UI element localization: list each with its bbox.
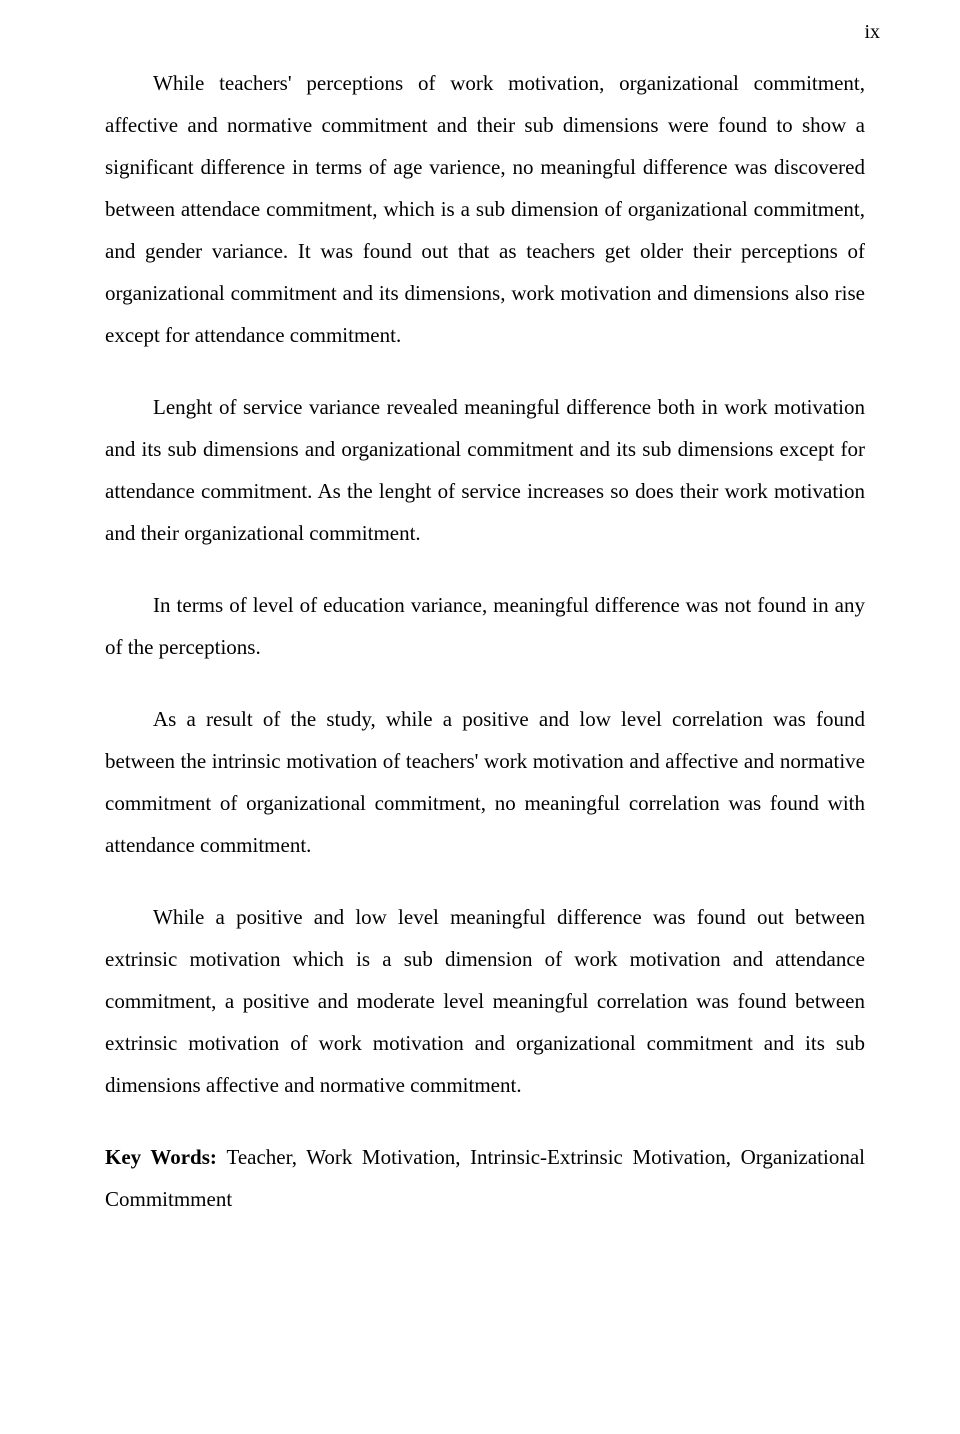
paragraph-1: While teachers' perceptions of work moti… [105, 62, 865, 356]
keywords-label: Key Words: [105, 1145, 226, 1169]
paragraph-5: While a positive and low level meaningfu… [105, 896, 865, 1106]
paragraph-2: Lenght of service variance revealed mean… [105, 386, 865, 554]
paragraph-4: As a result of the study, while a positi… [105, 698, 865, 866]
page-content: While teachers' perceptions of work moti… [105, 40, 865, 1220]
keywords-line: Key Words: Teacher, Work Motivation, Int… [105, 1136, 865, 1220]
paragraph-3: In terms of level of education variance,… [105, 584, 865, 668]
page-number: ix [864, 22, 880, 42]
